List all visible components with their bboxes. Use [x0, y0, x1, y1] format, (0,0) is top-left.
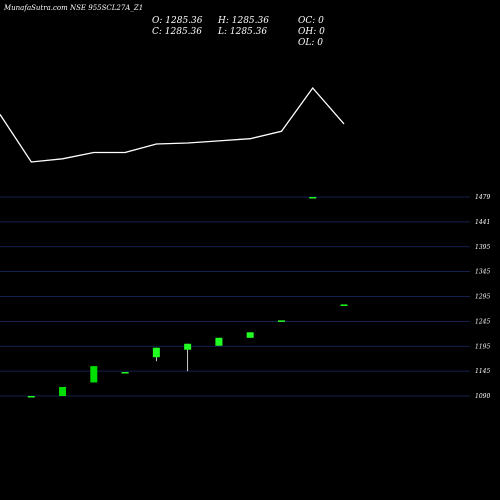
y-tick-label: 1345 — [475, 269, 490, 276]
info-oh: OH: 0 — [298, 27, 325, 37]
info-close: C: 1285.36 — [152, 27, 202, 37]
candle-body — [215, 337, 223, 346]
y-tick-label: 1479 — [475, 194, 490, 201]
candle — [121, 372, 129, 374]
info-low: L: 1285.36 — [217, 27, 267, 37]
candle-body — [152, 347, 160, 358]
candle-body — [90, 366, 98, 383]
candle-body — [309, 197, 317, 199]
y-tick-label: 1245 — [475, 318, 490, 325]
candle — [90, 366, 98, 383]
candle-body — [184, 343, 192, 350]
price-line — [0, 86, 345, 163]
candle — [152, 347, 160, 362]
y-tick-label: 1441 — [475, 219, 490, 226]
candle-body — [27, 396, 35, 398]
y-tick-label: 1395 — [475, 244, 490, 251]
y-tick-label: 1145 — [475, 368, 490, 375]
y-axis: 1479 1441 1395 1345 1295 1245 1195 1145 1090 — [475, 194, 490, 400]
candle — [184, 343, 192, 372]
candle-body — [59, 386, 67, 396]
candle-body — [246, 332, 254, 338]
candle-body — [277, 320, 285, 322]
info-open: O: 1285.36 — [152, 16, 203, 26]
chart-title: MunafaSutra.com NSE 955SCL27A_Z1 — [3, 4, 143, 12]
candle — [277, 320, 285, 322]
y-tick-label: 1195 — [475, 343, 490, 350]
candle — [59, 386, 67, 396]
candle — [246, 332, 254, 338]
y-tick-label: 1090 — [475, 393, 490, 400]
candle — [215, 337, 223, 346]
info-high: H: 1285.36 — [217, 16, 269, 26]
line-panel — [0, 86, 345, 163]
candle — [340, 304, 348, 306]
info-oc: OC: 0 — [298, 16, 324, 26]
candle — [27, 396, 35, 398]
grid-layer — [0, 196, 470, 397]
candle-body — [340, 304, 348, 306]
y-tick-label: 1295 — [475, 294, 490, 301]
candles-layer — [27, 197, 348, 398]
candle — [309, 197, 317, 199]
candle-body — [121, 372, 129, 374]
info-ol: OL: 0 — [298, 38, 323, 48]
